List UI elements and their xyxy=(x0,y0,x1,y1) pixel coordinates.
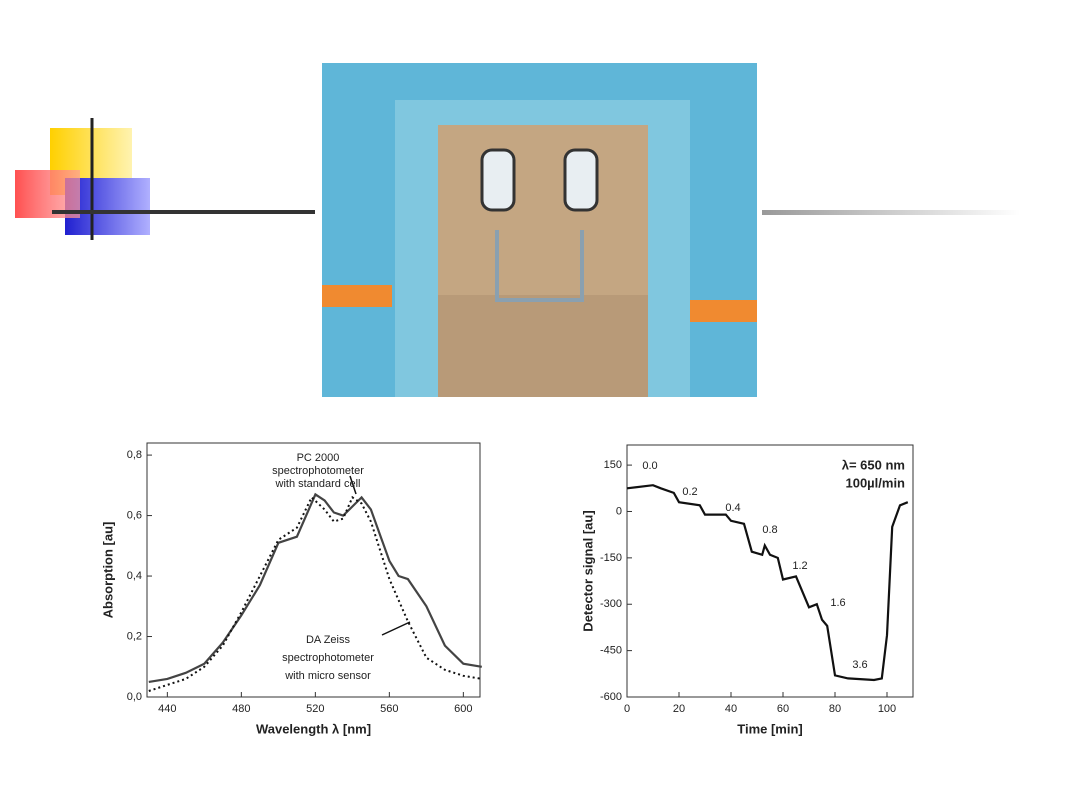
y-tick-label: -300 xyxy=(600,598,622,610)
annotation: with standard cell xyxy=(275,478,361,490)
x-tick-label: 40 xyxy=(725,703,737,715)
photo xyxy=(322,63,757,397)
annotation: 0.0 xyxy=(642,460,657,472)
annotation: 100µl/min xyxy=(845,475,905,490)
x-tick-label: 20 xyxy=(673,703,685,715)
x-tick-label: 80 xyxy=(829,703,841,715)
plot-frame xyxy=(626,444,914,698)
x-axis-label: Wavelength λ [nm] xyxy=(256,721,371,736)
annotation: 1.2 xyxy=(792,560,807,572)
y-tick-label: 0,2 xyxy=(127,630,142,642)
decoration xyxy=(15,118,1020,240)
annotation: λ= 650 nm xyxy=(842,457,905,472)
y-tick-label: -450 xyxy=(600,645,622,657)
data-line xyxy=(148,495,482,692)
data-line xyxy=(626,484,909,682)
y-tick-label: 0,8 xyxy=(127,449,142,461)
annotation: spectrophotometer xyxy=(282,652,374,664)
x-tick-label: 60 xyxy=(777,703,789,715)
x-tick-label: 100 xyxy=(878,703,896,715)
y-tick-label: 150 xyxy=(604,459,622,471)
annotation: spectrophotometer xyxy=(272,465,364,477)
annotation: 0.2 xyxy=(682,486,697,498)
plot-frame xyxy=(146,442,481,698)
data-line xyxy=(148,492,482,683)
y-axis-label: Detector signal [au] xyxy=(580,510,595,631)
x-tick-label: 440 xyxy=(158,703,176,715)
x-tick-label: 600 xyxy=(454,703,472,715)
y-tick-label: -600 xyxy=(600,691,622,703)
annotation: DA Zeiss xyxy=(306,634,351,646)
spectrum-chart: 440 480 520 560 600 0,0 0,2 0,4 0,6 0,8 Wavelength… xyxy=(100,438,485,736)
x-tick-label: 0 xyxy=(624,703,630,715)
signal-chart: 0 20 40 60 80 100 150 0 -150 -300 -450 -600 Time [mi… xyxy=(575,440,920,740)
annotation: 0.4 xyxy=(725,502,740,514)
y-tick-label: 0 xyxy=(616,505,622,517)
annotation: 1.6 xyxy=(830,597,845,609)
y-tick-label: 0,6 xyxy=(127,509,142,521)
annotation: 3.6 xyxy=(852,659,867,671)
annotation: PC 2000 xyxy=(297,452,340,464)
x-tick-label: 560 xyxy=(380,703,398,715)
y-tick-label: -150 xyxy=(600,552,622,564)
x-axis-label: Time [min] xyxy=(737,721,803,736)
x-tick-label: 480 xyxy=(232,703,250,715)
y-axis-label: Absorption [au] xyxy=(100,522,115,619)
x-tick-label: 520 xyxy=(306,703,324,715)
y-tick-label: 0,0 xyxy=(127,691,142,703)
annotation: with micro sensor xyxy=(284,670,371,682)
annotation: 0.8 xyxy=(762,524,777,536)
y-tick-label: 0,4 xyxy=(127,570,142,582)
